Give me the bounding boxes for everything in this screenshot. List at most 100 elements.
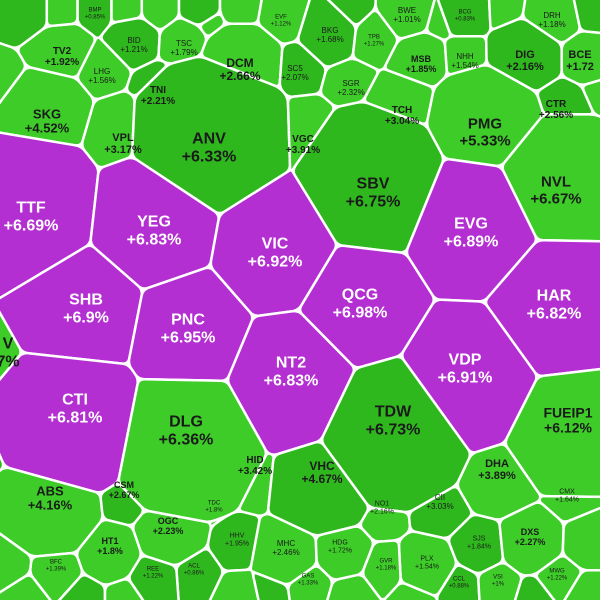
tile-cell[interactable] — [477, 562, 523, 600]
tile-cell[interactable] — [199, 13, 226, 37]
tile-label: CTI +6.81% — [48, 391, 103, 426]
tile-cell[interactable] — [252, 571, 291, 600]
tile-label: OGC +2.23% — [153, 516, 184, 537]
tile-cell[interactable] — [175, 547, 224, 600]
tile-change: +6.69% — [3, 217, 59, 234]
tile-symbol: SJS — [472, 535, 486, 543]
tile-label: SHB +6.9% — [63, 291, 109, 326]
tile-label: HT1 +1.8% — [97, 536, 123, 557]
tile-cell[interactable] — [382, 582, 439, 600]
tile-symbol: DIG — [515, 48, 535, 61]
tile-label: VSI +1% — [492, 574, 504, 587]
tile-change: +2.27% — [514, 537, 546, 547]
tile-label: VPL +3.17% — [104, 132, 142, 156]
tile-symbol: DCM — [226, 55, 254, 70]
tile-change: +6.83% — [126, 231, 182, 248]
tile-change: +1.8% — [97, 546, 123, 556]
tile-change: +2.46% — [272, 548, 300, 557]
tile-label: BWE +1.01% — [393, 6, 421, 25]
tile-cell[interactable] — [0, 307, 22, 383]
tile-symbol: TCH — [391, 105, 413, 116]
tile-label: ABS +4.16% — [27, 484, 73, 514]
tile-cell[interactable] — [287, 565, 334, 600]
tile-change: +1.01% — [393, 15, 421, 24]
tile-change: +1.39% — [45, 566, 67, 572]
tile-label: ACL +0.86% — [184, 563, 205, 576]
tile-change: +1.64% — [555, 496, 579, 503]
tile-cell[interactable] — [513, 574, 556, 600]
tile-cell[interactable] — [0, 532, 33, 594]
tile-symbol: TV2 — [52, 46, 72, 57]
tile-symbol: V — [2, 335, 14, 353]
tile-cell[interactable] — [218, 0, 263, 25]
tile-cell[interactable] — [425, 0, 452, 41]
tile-change: +6.33% — [181, 148, 237, 165]
tile-change: +1.18% — [538, 20, 566, 29]
tile-symbol: OGC — [157, 516, 179, 527]
tile-label: VHC +4.67% — [301, 459, 343, 486]
tile-cell[interactable] — [374, 0, 436, 40]
tile-cell[interactable] — [538, 494, 600, 523]
tile-cell[interactable] — [128, 555, 180, 600]
tile-label: NHH +1.54% — [451, 52, 478, 71]
tile-change: +1.54% — [415, 563, 439, 570]
tile-cell[interactable] — [103, 578, 145, 600]
tile-change: +6.12% — [544, 420, 592, 436]
tile-symbol: DXS — [520, 527, 540, 538]
tile-change: +2.66% — [219, 69, 261, 83]
tile-label: HAR +6.82% — [527, 287, 582, 322]
tile-label: CII +3.03% — [426, 493, 453, 512]
tile-label: TV2 +1.92% — [45, 46, 79, 68]
tile-label: CSM +2.67% — [109, 480, 140, 501]
tile-change: +6.67% — [530, 190, 582, 207]
tile-symbol: QCG — [341, 286, 379, 304]
tile-symbol: SGR — [342, 79, 360, 89]
tile-cell[interactable] — [563, 569, 600, 600]
tile-cell[interactable] — [0, 42, 27, 106]
tile-symbol: NHH — [456, 52, 474, 62]
tile-change: +1.12% — [270, 21, 292, 27]
tile-cell[interactable] — [435, 564, 481, 600]
tile-cell[interactable] — [140, 0, 181, 31]
tile-cell[interactable] — [0, 574, 52, 600]
tile-cell[interactable] — [487, 0, 527, 30]
tile-label: DHA +3.89% — [478, 458, 516, 482]
tile-change: +1.68% — [316, 35, 344, 44]
tile-cell[interactable] — [561, 506, 600, 572]
tile-label: BMP +0.85% — [85, 7, 106, 20]
tile-label: NVL +6.67% — [530, 174, 582, 208]
tile-cell[interactable] — [57, 574, 107, 600]
tile-change: +1.72% — [328, 547, 352, 554]
tile-label: HID +3.42% — [238, 455, 272, 477]
tile-change: +6.9% — [63, 309, 109, 326]
tile-symbol: DLG — [169, 413, 203, 431]
tile-label: SC5 +2.07% — [281, 64, 308, 83]
tile-change: +4.16% — [27, 498, 73, 513]
tile-cell[interactable] — [208, 568, 260, 600]
tile-label: DXS +2.27% — [514, 527, 546, 548]
tile-change: +6.92% — [247, 253, 303, 270]
tile-label: VDP +6.91% — [438, 351, 493, 386]
tile-label: SBV +6.75% — [346, 175, 401, 210]
tile-change: +1.8% — [205, 507, 223, 513]
tile-cell[interactable] — [572, 0, 600, 35]
tile-change: +1.95% — [225, 540, 249, 547]
tile-symbol: HHV — [229, 532, 245, 540]
tile-change: +0.83% — [454, 16, 476, 22]
tile-change: +2.56% — [538, 110, 574, 121]
tile-label: TCH +3.04% — [385, 105, 419, 127]
tile-symbol: SC5 — [287, 64, 303, 74]
tile-change: +4.67% — [301, 472, 343, 486]
tile-cell[interactable] — [0, 447, 5, 473]
tile-change: +3.89% — [478, 470, 516, 482]
tile-cell[interactable] — [326, 573, 383, 600]
tile-cell[interactable] — [0, 0, 49, 49]
tile-symbol: CTI — [62, 391, 88, 409]
tile-label: NO1 +2.16% — [370, 500, 394, 515]
tile-symbol: BID — [127, 36, 141, 46]
tile-symbol: BFC — [50, 559, 62, 566]
tile-cell[interactable] — [45, 0, 79, 27]
tile-label: BID +1.21% — [120, 36, 147, 55]
tile-cell[interactable] — [326, 0, 377, 26]
